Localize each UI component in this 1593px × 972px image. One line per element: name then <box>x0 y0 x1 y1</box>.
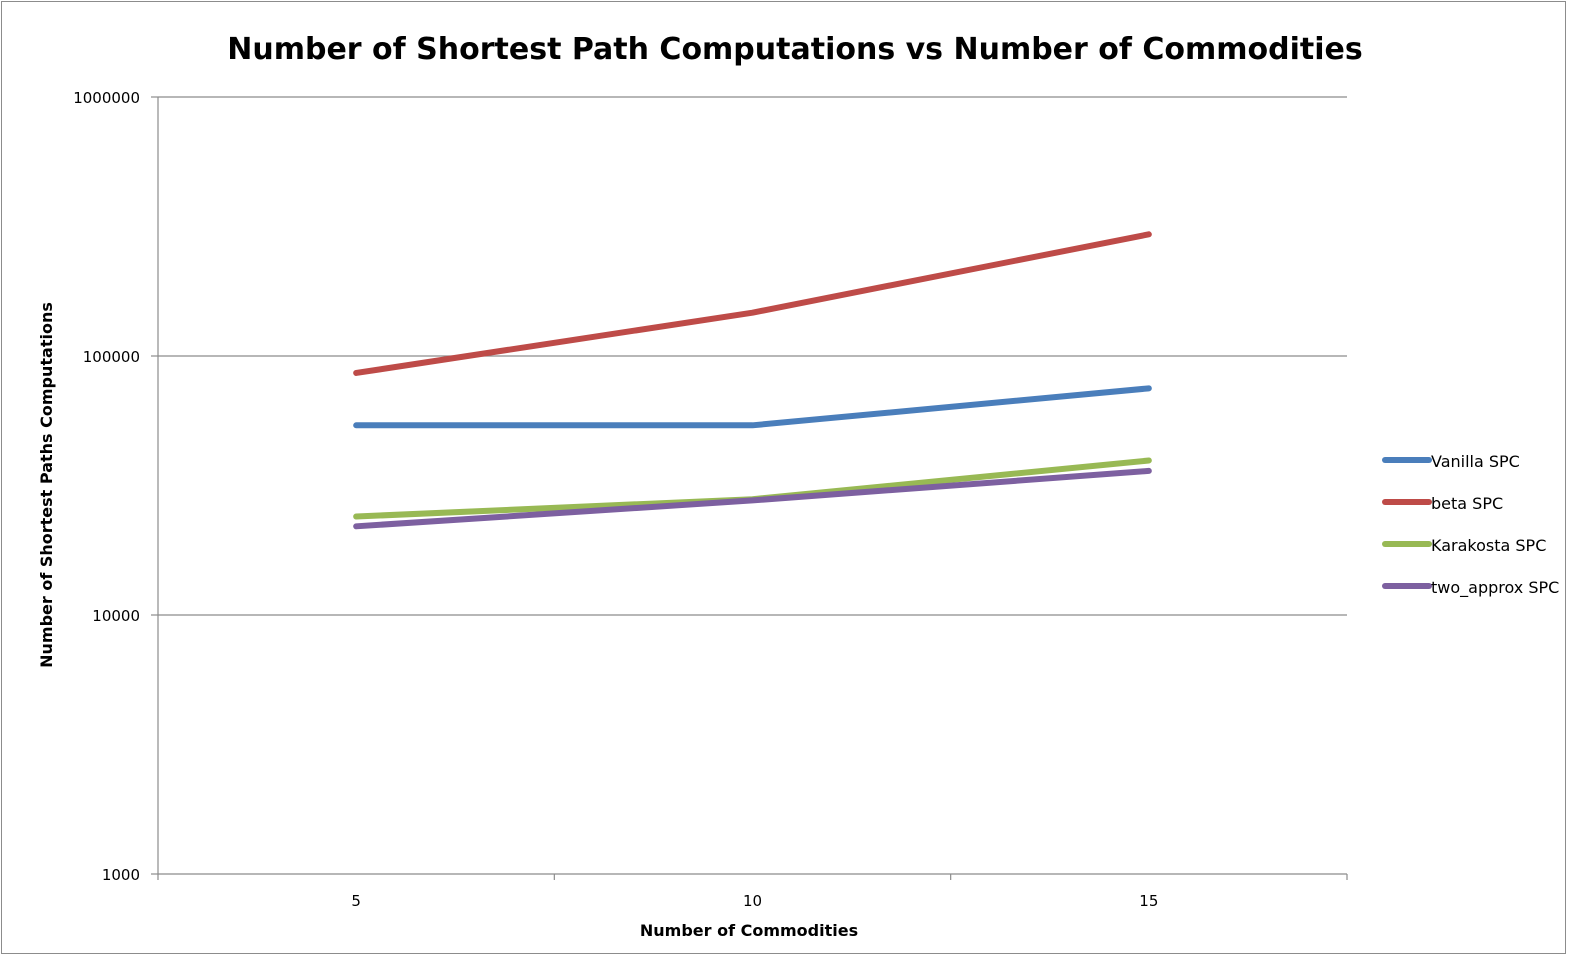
legend-label: Vanilla SPC <box>1431 452 1520 471</box>
x-tick-labels: 5 10 15 <box>351 892 1158 910</box>
y-tick-label: 1000 <box>102 866 140 884</box>
y-tick-labels: 1000 10000 100000 1000000 <box>73 89 158 884</box>
y-axis-label: Number of Shortest Paths Computations <box>37 302 56 668</box>
series-line-2 <box>353 457 1152 520</box>
x-tick-label: 10 <box>743 892 762 910</box>
series-line-1 <box>353 231 1152 376</box>
legend-label: beta SPC <box>1431 494 1503 513</box>
legend-label: Karakosta SPC <box>1431 536 1546 555</box>
series-line-0 <box>353 385 1152 429</box>
chart-frame <box>1 1 1566 954</box>
axes <box>157 97 1348 880</box>
x-tick-label: 5 <box>351 892 361 910</box>
x-tick-label: 15 <box>1139 892 1158 910</box>
grid-lines <box>158 96 1347 616</box>
x-axis-label: Number of Commodities <box>640 921 858 940</box>
legend-label: two_approx SPC <box>1431 578 1559 598</box>
y-tick-label: 1000000 <box>73 89 140 107</box>
legend: Vanilla SPC beta SPC Karakosta SPC two_appr… <box>1382 452 1559 598</box>
series-lines <box>353 231 1152 530</box>
y-tick-label: 10000 <box>92 607 140 625</box>
series-line-3 <box>353 467 1152 530</box>
chart-title: Number of Shortest Path Computations vs … <box>227 32 1362 67</box>
y-tick-label: 100000 <box>83 348 140 366</box>
